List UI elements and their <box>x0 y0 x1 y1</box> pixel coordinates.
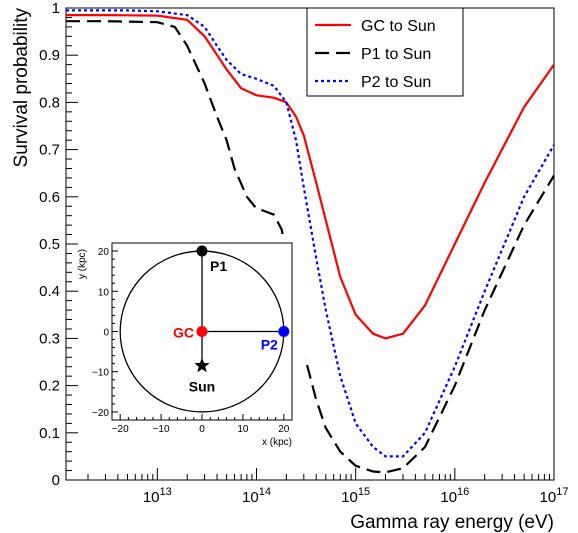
x-tick-exponent: 15 <box>358 486 370 498</box>
y-tick-label: 0.9 <box>39 47 60 64</box>
y-tick-label: 0.3 <box>39 330 60 347</box>
point-marker-p1 <box>196 245 208 257</box>
x-tick-exponent: 16 <box>457 486 469 498</box>
x-axis-label: Gamma ray energy (eV) <box>350 512 554 533</box>
inset-x-axis-label: x (kpc) <box>262 437 292 448</box>
x-tick-base: 10 <box>341 489 358 506</box>
inset-galaxy-map: −20 −10 0 10 20 −20 −10 0 10 20 x (kpc) y (kpc) GC P1… <box>77 234 306 456</box>
x-tick-exponent: 13 <box>160 486 172 498</box>
inset-x-tick-label: 10 <box>237 424 249 435</box>
inset-y-tick-label: −10 <box>92 368 109 379</box>
legend-label-2: P2 to Sun <box>361 74 431 91</box>
y-tick-label: 1 <box>52 0 60 17</box>
legend-label-1: P1 to Sun <box>361 46 431 63</box>
inset-x-tick-label: 20 <box>278 424 290 435</box>
x-tick-base: 10 <box>540 489 557 506</box>
x-tick-base: 10 <box>440 489 457 506</box>
sun-marker <box>194 357 210 373</box>
x-tick-label: 1016 <box>440 486 469 506</box>
inset-y-tick-label: 20 <box>98 247 110 258</box>
inset-y-tick-label: −20 <box>92 408 109 419</box>
inset-y-tick-label: 10 <box>98 287 110 298</box>
y-tick-label: 0.6 <box>39 189 60 206</box>
series-layer <box>66 9 555 474</box>
point-label-sun: Sun <box>189 379 215 395</box>
x-tick-label: 1013 <box>143 486 172 506</box>
y-tick-label: 0.5 <box>39 236 60 253</box>
x-tick-label: 1015 <box>341 486 370 506</box>
y-tick-label: 0.4 <box>39 283 60 300</box>
x-tick-label: 1017 <box>540 486 569 506</box>
point-label-p2: P2 <box>261 337 278 353</box>
inset-x-tick-label: 0 <box>199 424 205 435</box>
point-label-p1: P1 <box>210 258 227 274</box>
y-axis-label: Survival probability <box>11 8 32 168</box>
y-tick-label: 0 <box>52 472 60 489</box>
x-tick-exponent: 17 <box>556 486 568 498</box>
legend-label-0: GC to Sun <box>361 18 436 35</box>
y-tick-label: 0.8 <box>39 94 60 111</box>
x-tick-base: 10 <box>143 489 160 506</box>
series-line-2 <box>66 9 555 458</box>
inset-background <box>88 234 306 456</box>
series-line-1 <box>66 20 555 474</box>
inset-y-tick-label: 0 <box>103 328 109 339</box>
y-tick-label: 0.7 <box>39 142 60 159</box>
x-tick-base: 10 <box>242 489 259 506</box>
x-tick-label: 1014 <box>242 486 271 506</box>
point-label-gc: GC <box>173 325 194 341</box>
inset-y-axis-label: y (kpc) <box>77 249 88 279</box>
point-marker-p2 <box>278 326 290 337</box>
y-tick-label: 0.2 <box>39 378 60 395</box>
series-line-0 <box>66 14 555 340</box>
inset-x-tick-label: −10 <box>153 424 170 435</box>
inset-x-tick-label: −20 <box>112 424 129 435</box>
x-tick-exponent: 14 <box>259 486 271 498</box>
y-tick-label: 0.1 <box>39 425 60 442</box>
legend: GC to Sun P1 to Sun P2 to Sun <box>306 7 464 97</box>
point-marker-gc <box>196 326 208 337</box>
